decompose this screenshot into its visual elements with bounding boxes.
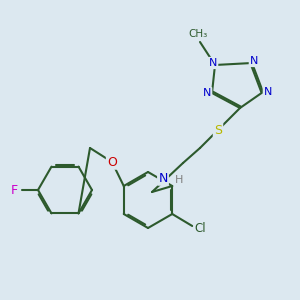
Text: F: F — [11, 184, 18, 196]
Text: N: N — [264, 87, 272, 97]
Text: H: H — [175, 175, 183, 185]
Text: O: O — [107, 155, 117, 169]
Text: N: N — [250, 56, 258, 66]
Text: Cl: Cl — [194, 223, 206, 236]
Text: N: N — [209, 58, 217, 68]
Text: S: S — [214, 124, 222, 136]
Text: N: N — [158, 172, 168, 184]
Text: CH₃: CH₃ — [188, 29, 208, 39]
Text: N: N — [203, 88, 211, 98]
